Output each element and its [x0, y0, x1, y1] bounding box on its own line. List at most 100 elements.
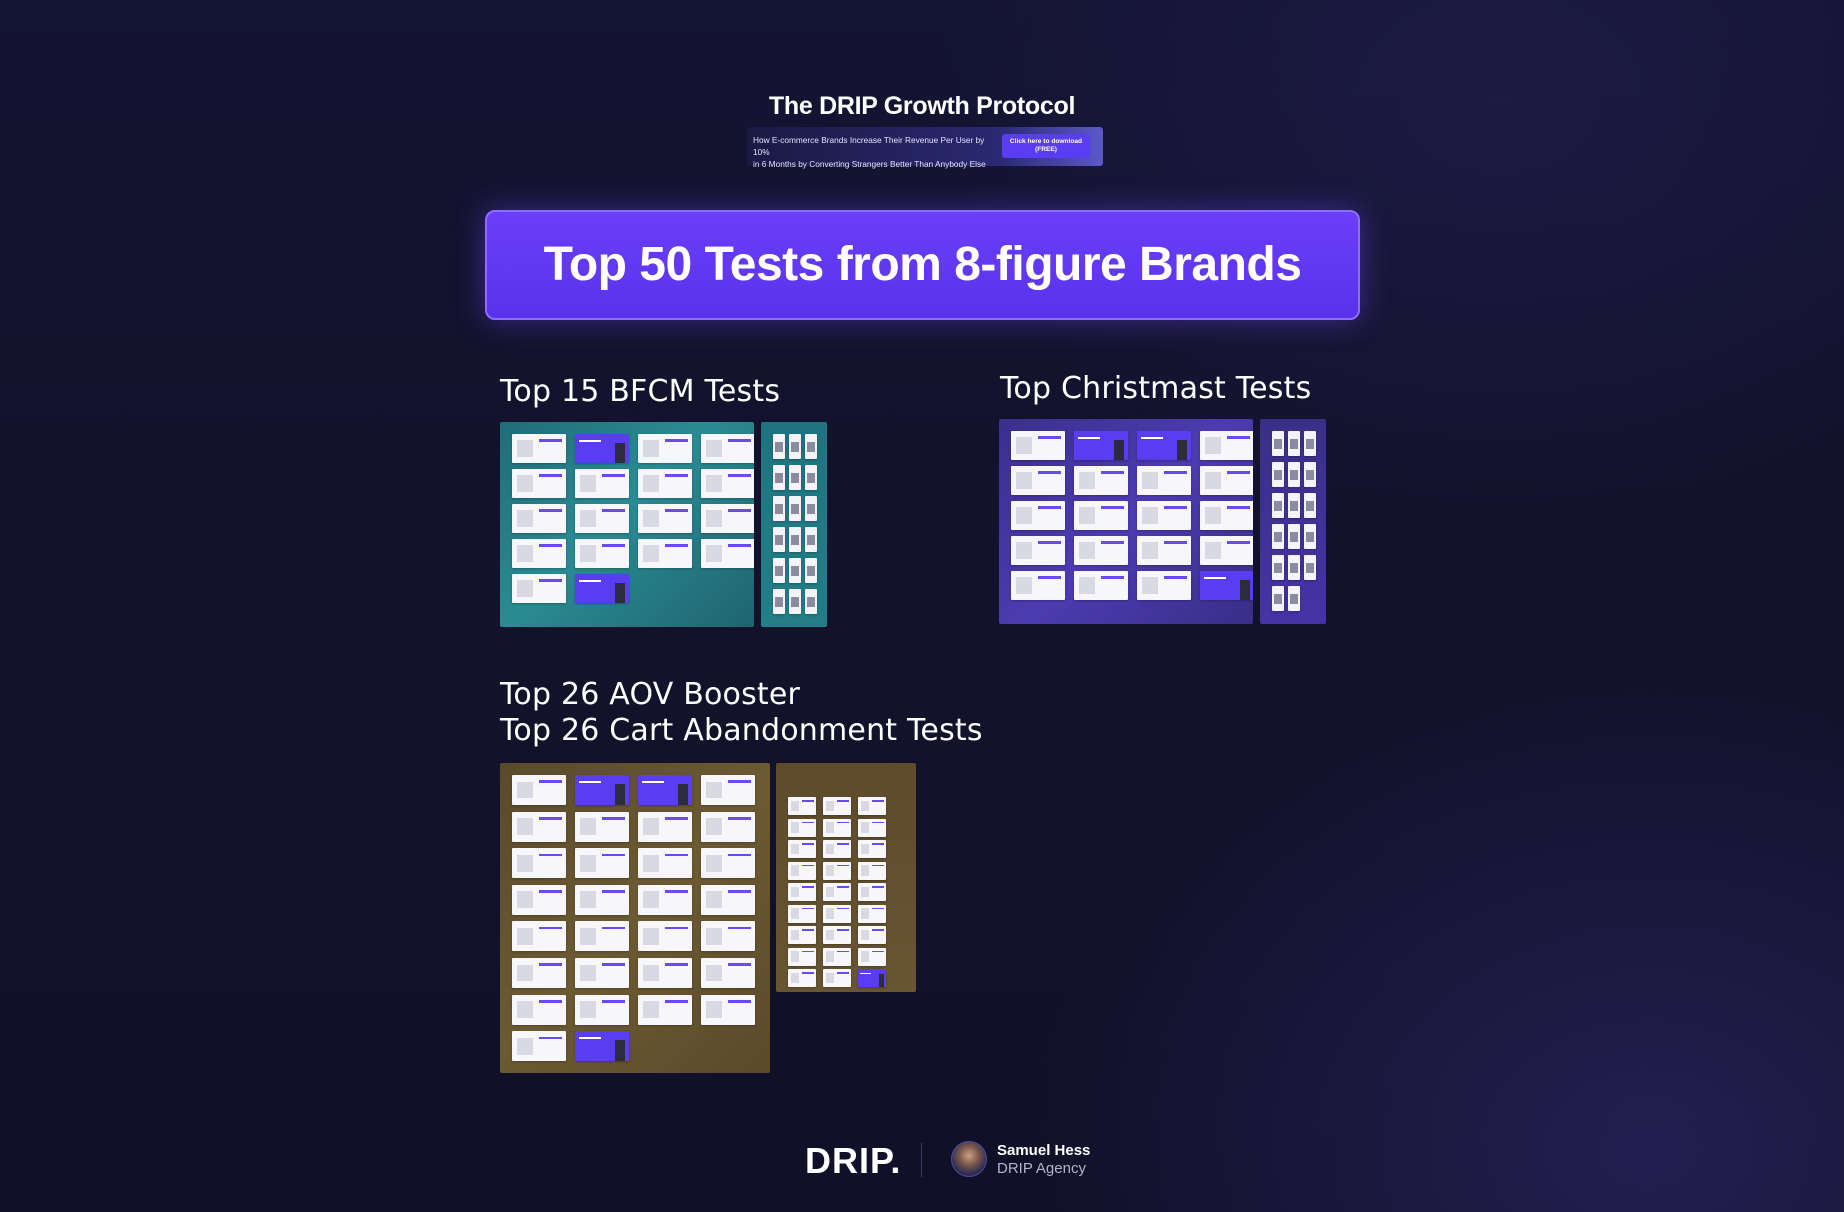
download-button[interactable]: Click here to download (FREE)	[1002, 134, 1090, 158]
download-button-sublabel: (FREE)	[1035, 146, 1057, 153]
test-slide-thumbnail	[638, 539, 692, 568]
test-slide-thumbnail	[858, 818, 886, 837]
test-slide-thumbnail	[512, 469, 566, 498]
test-slide-thumbnail	[575, 504, 629, 533]
test-slide-thumbnail	[823, 926, 851, 944]
test-slide-thumbnail	[858, 883, 886, 901]
mobile-test-thumbnail	[1272, 524, 1284, 549]
download-button-label: Click here to download	[1009, 138, 1083, 145]
mobile-test-thumbnail	[1288, 431, 1300, 456]
test-slide-thumbnail	[788, 797, 816, 815]
test-slide-thumbnail	[1074, 536, 1128, 565]
test-slide-thumbnail	[512, 848, 566, 879]
test-slide-thumbnail	[638, 958, 692, 988]
aov-tests-board[interactable]	[500, 763, 770, 1073]
test-slide-thumbnail	[823, 904, 851, 923]
test-slide-thumbnail	[1137, 571, 1191, 600]
hero-banner: Top 50 Tests from 8-figure Brands	[485, 210, 1360, 320]
mobile-test-thumbnail	[805, 589, 817, 614]
test-slide-thumbnail	[858, 926, 886, 944]
test-slide-thumbnail	[1200, 431, 1253, 460]
test-slide-thumbnail	[701, 848, 755, 879]
aov-section-title-line-2: Top 26 Cart Abandonment Tests	[500, 713, 983, 748]
mobile-test-thumbnail	[773, 589, 785, 614]
test-slide-thumbnail	[858, 947, 886, 966]
test-slide-thumbnail	[1200, 571, 1253, 600]
mobile-test-thumbnail	[1288, 493, 1300, 518]
bfcm-mobile-tests-board[interactable]	[761, 422, 827, 627]
test-slide-thumbnail	[512, 811, 566, 842]
test-slide-thumbnail	[701, 504, 754, 533]
test-slide-thumbnail	[1137, 466, 1191, 495]
test-slide-thumbnail	[512, 884, 566, 915]
test-slide-thumbnail	[638, 811, 692, 842]
test-slide-thumbnail	[1200, 466, 1253, 495]
test-slide-thumbnail	[512, 574, 566, 603]
bfcm-section-title: Top 15 BFCM Tests	[500, 374, 781, 409]
test-slide-thumbnail	[1074, 466, 1128, 495]
test-slide-thumbnail	[1011, 501, 1065, 530]
mobile-test-thumbnail	[1288, 462, 1300, 487]
footer-divider	[921, 1143, 922, 1177]
test-slide-thumbnail	[788, 883, 816, 901]
mobile-test-thumbnail	[1304, 431, 1316, 456]
test-slide-thumbnail	[512, 994, 566, 1025]
test-slide-thumbnail	[701, 811, 755, 842]
mobile-test-thumbnail	[773, 465, 785, 490]
test-slide-thumbnail	[1200, 501, 1253, 530]
mobile-test-thumbnail	[1272, 493, 1284, 518]
protocol-description-line-1: How E-commerce Brands Increase Their Rev…	[753, 135, 985, 157]
test-slide-thumbnail	[701, 884, 755, 915]
aov-section-title-line-1: Top 26 AOV Booster	[500, 677, 801, 712]
mobile-test-thumbnail	[789, 527, 801, 552]
test-slide-thumbnail	[788, 904, 816, 923]
mobile-test-thumbnail	[773, 527, 785, 552]
test-slide-thumbnail	[823, 840, 851, 858]
mobile-test-thumbnail	[805, 465, 817, 490]
test-slide-thumbnail	[788, 840, 816, 858]
test-slide-thumbnail	[701, 469, 754, 498]
test-slide-thumbnail	[858, 840, 886, 858]
test-slide-thumbnail	[1074, 571, 1128, 600]
test-slide-thumbnail	[638, 848, 692, 879]
test-slide-thumbnail	[575, 884, 629, 915]
test-slide-thumbnail	[512, 539, 566, 568]
test-slide-thumbnail	[575, 811, 629, 842]
test-slide-thumbnail	[512, 775, 566, 805]
test-slide-thumbnail	[788, 947, 816, 966]
test-slide-thumbnail	[858, 797, 886, 815]
christmas-mobile-tests-board[interactable]	[1260, 419, 1326, 624]
test-slide-thumbnail	[1137, 431, 1191, 460]
mobile-test-thumbnail	[1272, 555, 1284, 580]
test-slide-thumbnail	[638, 994, 692, 1025]
test-slide-thumbnail	[575, 469, 629, 498]
mobile-test-thumbnail	[1288, 555, 1300, 580]
mobile-test-thumbnail	[805, 434, 817, 459]
test-slide-thumbnail	[1074, 501, 1128, 530]
christmas-section-title: Top Christmast Tests	[1000, 371, 1312, 406]
test-slide-thumbnail	[788, 969, 816, 987]
cart-abandonment-tests-board[interactable]	[776, 763, 916, 992]
bfcm-tests-board[interactable]	[500, 422, 754, 627]
mobile-test-thumbnail	[1272, 431, 1284, 456]
protocol-description-line-2: in 6 Months by Converting Strangers Bett…	[753, 159, 986, 169]
protocol-description: How E-commerce Brands Increase Their Rev…	[753, 134, 1001, 170]
test-slide-thumbnail	[858, 861, 886, 880]
test-slide-thumbnail	[1011, 536, 1065, 565]
test-slide-thumbnail	[575, 994, 629, 1025]
mobile-test-thumbnail	[805, 496, 817, 521]
test-slide-thumbnail	[701, 958, 755, 988]
author-avatar	[951, 1141, 987, 1177]
mobile-test-thumbnail	[789, 589, 801, 614]
mobile-test-thumbnail	[789, 434, 801, 459]
test-slide-thumbnail	[823, 861, 851, 880]
protocol-download-banner[interactable]: How E-commerce Brands Increase Their Rev…	[747, 127, 1103, 169]
test-slide-thumbnail	[1074, 431, 1128, 460]
author-organization: DRIP Agency	[997, 1160, 1086, 1177]
mobile-test-thumbnail	[805, 558, 817, 583]
test-slide-thumbnail	[701, 775, 755, 805]
test-slide-thumbnail	[1011, 571, 1065, 600]
test-slide-thumbnail	[575, 775, 629, 805]
test-slide-thumbnail	[858, 904, 886, 923]
christmas-tests-board[interactable]	[999, 419, 1253, 624]
